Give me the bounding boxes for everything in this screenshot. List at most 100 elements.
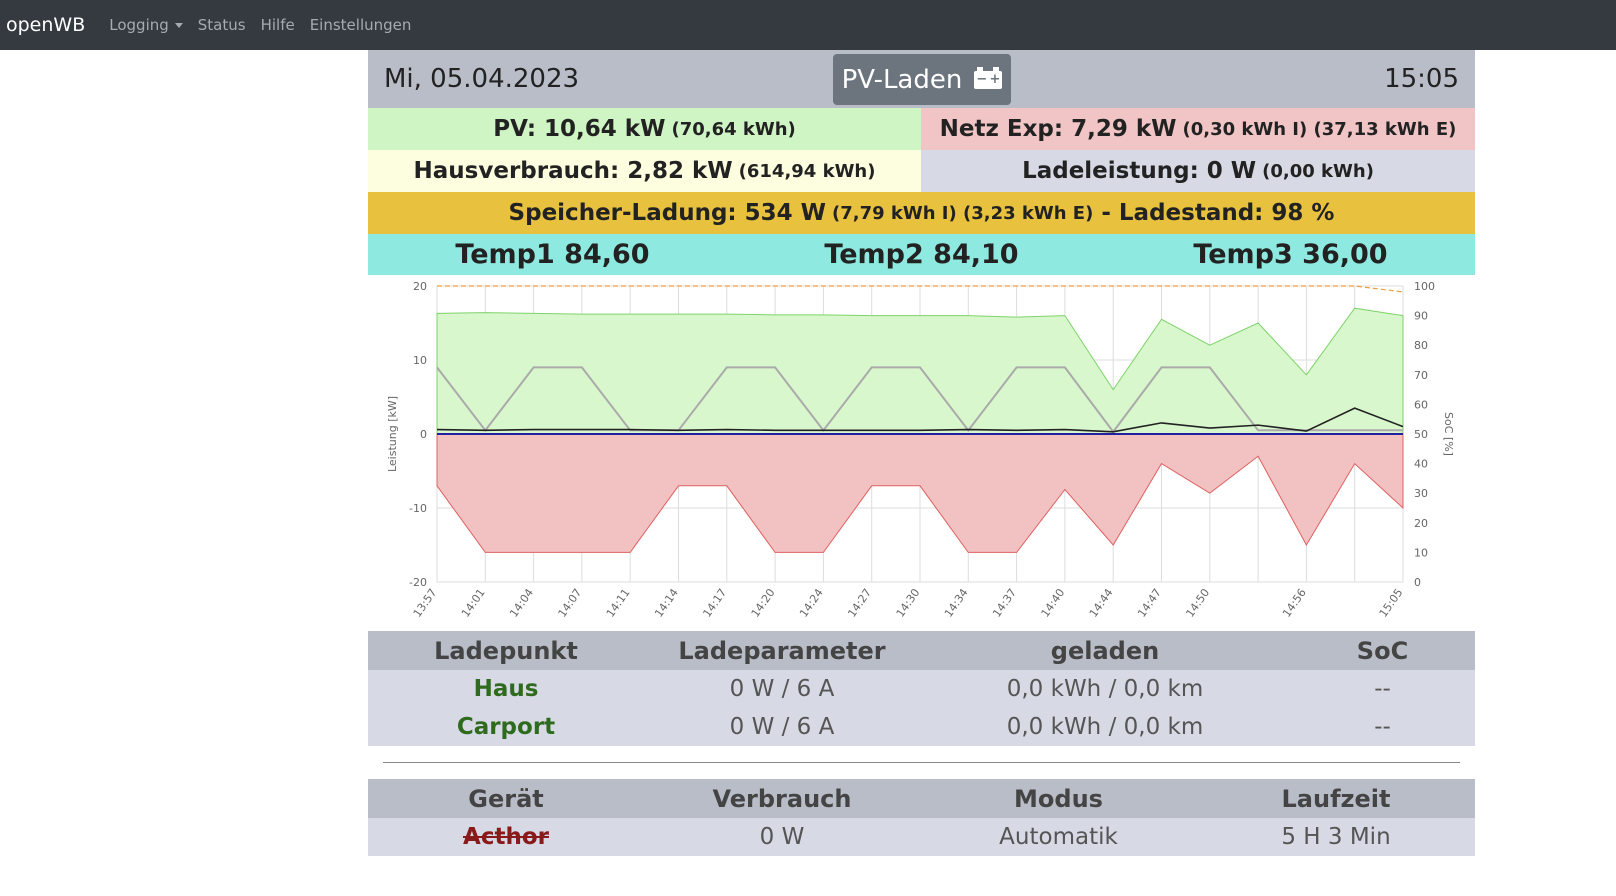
x-tick-label: 14:44: [1087, 586, 1116, 619]
power-chart[interactable]: 20 10 0 -10 -20 100 90 80 70 60 50 40 30 20 10 0 13:57 14…: [368, 275, 1475, 629]
storage-energy: (7,79 kWh I) (3,23 kWh E): [832, 202, 1094, 224]
x-tick-label: 14:01: [459, 586, 488, 619]
x-tick-label: 13:57: [411, 586, 440, 619]
summary-row-3: Speicher-Ladung: 534 W (7,79 kWh I) (3,2…: [368, 192, 1475, 234]
grid-energy: (0,30 kWh I) (37,13 kWh E): [1182, 118, 1457, 140]
y-tick-label: -10: [409, 502, 427, 515]
pv-summary: PV: 10,64 kW (70,64 kWh): [368, 108, 921, 150]
temperature-row: Temp1 84,60 Temp2 84,10 Temp3 36,00: [368, 234, 1475, 275]
chargepoint-name-link[interactable]: Haus: [473, 676, 539, 702]
x-tick-label: 14:47: [1135, 586, 1164, 619]
charge-mode-button[interactable]: PV-Laden − +: [833, 54, 1011, 105]
time-display: 15:05: [1384, 64, 1459, 94]
house-power: Hausverbrauch: 2,82 kW: [413, 158, 733, 184]
col-header-ladepunkt: Ladepunkt: [434, 636, 578, 665]
x-tick-label: 14:24: [797, 586, 826, 619]
section-divider: [383, 762, 1460, 763]
chargepoint-name-link[interactable]: Carport: [456, 714, 556, 740]
table-row: Carport 0 W / 6 A 0,0 kWh / 0,0 km --: [368, 708, 1475, 746]
x-tick-label: 14:34: [942, 586, 971, 619]
y2-tick-label: 90: [1414, 310, 1428, 323]
x-tick-label: 14:04: [507, 586, 536, 619]
x-tick-label: 14:37: [990, 586, 1019, 619]
device-usage: 0 W: [759, 824, 805, 850]
chargepoint-param: 0 W / 6 A: [729, 676, 835, 702]
storage-soc: - Ladestand: 98 %: [1101, 200, 1335, 226]
storage-summary: Speicher-Ladung: 534 W (7,79 kWh I) (3,2…: [368, 192, 1475, 234]
y-tick-label: 20: [413, 280, 427, 293]
series-soc-line: [437, 285, 1404, 293]
y2-tick-label: 100: [1414, 280, 1435, 293]
charge-summary: Ladeleistung: 0 W (0,00 kWh): [921, 150, 1475, 192]
summary-row-2: Hausverbrauch: 2,82 kW (614,94 kWh) Lade…: [368, 150, 1475, 192]
y-axis-label: Leistung [kW]: [386, 396, 399, 472]
pv-power: PV: 10,64 kW: [493, 116, 666, 142]
x-tick-label: 14:07: [556, 586, 585, 619]
nav-logging-label: Logging: [109, 16, 169, 34]
pv-energy: (70,64 kWh): [671, 118, 796, 140]
col-header-laufzeit: Laufzeit: [1281, 784, 1391, 813]
storage-power: Speicher-Ladung: 534 W: [508, 200, 826, 226]
col-header-modus: Modus: [1014, 784, 1103, 813]
nav-hilfe[interactable]: Hilfe: [260, 16, 295, 34]
main-panel: Mi, 05.04.2023 PV-Laden − + 15:05 PV: 10,…: [368, 50, 1475, 629]
y-tick-label: 0: [420, 428, 427, 441]
house-summary: Hausverbrauch: 2,82 kW (614,94 kWh): [368, 150, 921, 192]
charge-power: Ladeleistung: 0 W: [1022, 158, 1257, 184]
chargepoint-soc: --: [1374, 676, 1391, 702]
col-header-soc: SoC: [1356, 636, 1409, 665]
y-tick-label: -20: [409, 576, 427, 589]
y2-tick-label: 30: [1414, 487, 1428, 500]
device-mode: Automatik: [999, 824, 1118, 850]
charge-mode-label: PV-Laden: [841, 64, 963, 95]
device-table: Gerät Verbrauch Modus Laufzeit Acthor 0 …: [368, 779, 1475, 856]
chargepoint-charged: 0,0 kWh / 0,0 km: [1006, 714, 1204, 740]
y2-tick-label: 50: [1414, 428, 1428, 441]
device-runtime: 5 H 3 Min: [1281, 824, 1391, 850]
y2-tick-label: 0: [1414, 576, 1421, 589]
grid-summary: Netz Exp: 7,29 kW (0,30 kWh I) (37,13 kW…: [921, 108, 1475, 150]
temp2-value: Temp2 84,10: [824, 239, 1019, 270]
charge-energy: (0,00 kWh): [1262, 160, 1374, 182]
y2-tick-label: 60: [1414, 398, 1428, 411]
nav-einstellungen[interactable]: Einstellungen: [309, 16, 412, 34]
nav-logging[interactable]: Logging: [109, 16, 183, 34]
table-row: Acthor 0 W Automatik 5 H 3 Min: [368, 818, 1475, 856]
grid-power: Netz Exp: 7,29 kW: [939, 116, 1177, 142]
y2-tick-label: 70: [1414, 369, 1428, 382]
y2-tick-label: 10: [1414, 546, 1428, 559]
series-netz-area: [436, 433, 1404, 553]
y2-axis-label: SoC [%]: [1442, 412, 1455, 456]
house-energy: (614,94 kWh): [738, 160, 876, 182]
header-row: Mi, 05.04.2023 PV-Laden − + 15:05: [368, 50, 1475, 108]
y-tick-label: 10: [413, 354, 427, 367]
x-tick-label: 14:17: [700, 586, 729, 619]
y2-tick-label: 80: [1414, 339, 1428, 352]
device-table-header: Gerät Verbrauch Modus Laufzeit: [368, 779, 1475, 818]
x-tick-label: 14:40: [1039, 586, 1068, 619]
chargepoint-table-header: Ladepunkt Ladeparameter geladen SoC: [368, 631, 1475, 670]
x-tick-label: 15:05: [1377, 586, 1406, 619]
x-tick-label: 14:56: [1280, 586, 1309, 619]
x-tick-label: 14:20: [749, 586, 778, 619]
table-row: Haus 0 W / 6 A 0,0 kWh / 0,0 km --: [368, 670, 1475, 708]
nav-status[interactable]: Status: [197, 16, 246, 34]
col-header-ladeparameter: Ladeparameter: [678, 636, 886, 665]
y2-tick-label: 40: [1414, 458, 1428, 471]
col-header-geraet: Gerät: [468, 784, 544, 813]
series-pv-area: [436, 307, 1404, 435]
series-haus-line: [436, 407, 1404, 433]
date-display: Mi, 05.04.2023: [384, 64, 580, 94]
chargepoint-table: Ladepunkt Ladeparameter geladen SoC Haus…: [368, 631, 1475, 746]
brand-logo[interactable]: openWB: [6, 14, 86, 36]
chargepoint-table-body: Haus 0 W / 6 A 0,0 kWh / 0,0 km -- Carpo…: [368, 670, 1475, 746]
device-name-link[interactable]: Acthor: [463, 824, 549, 850]
x-tick-label: 14:30: [894, 586, 923, 619]
temp3-value: Temp3 36,00: [1193, 239, 1388, 270]
series-wallbox-line: [436, 366, 1403, 434]
x-tick-label: 14:14: [652, 586, 681, 619]
x-tick-label: 14:27: [845, 586, 874, 619]
car-battery-icon: − +: [974, 66, 1003, 89]
summary-row-1: PV: 10,64 kW (70,64 kWh) Netz Exp: 7,29 …: [368, 108, 1475, 150]
